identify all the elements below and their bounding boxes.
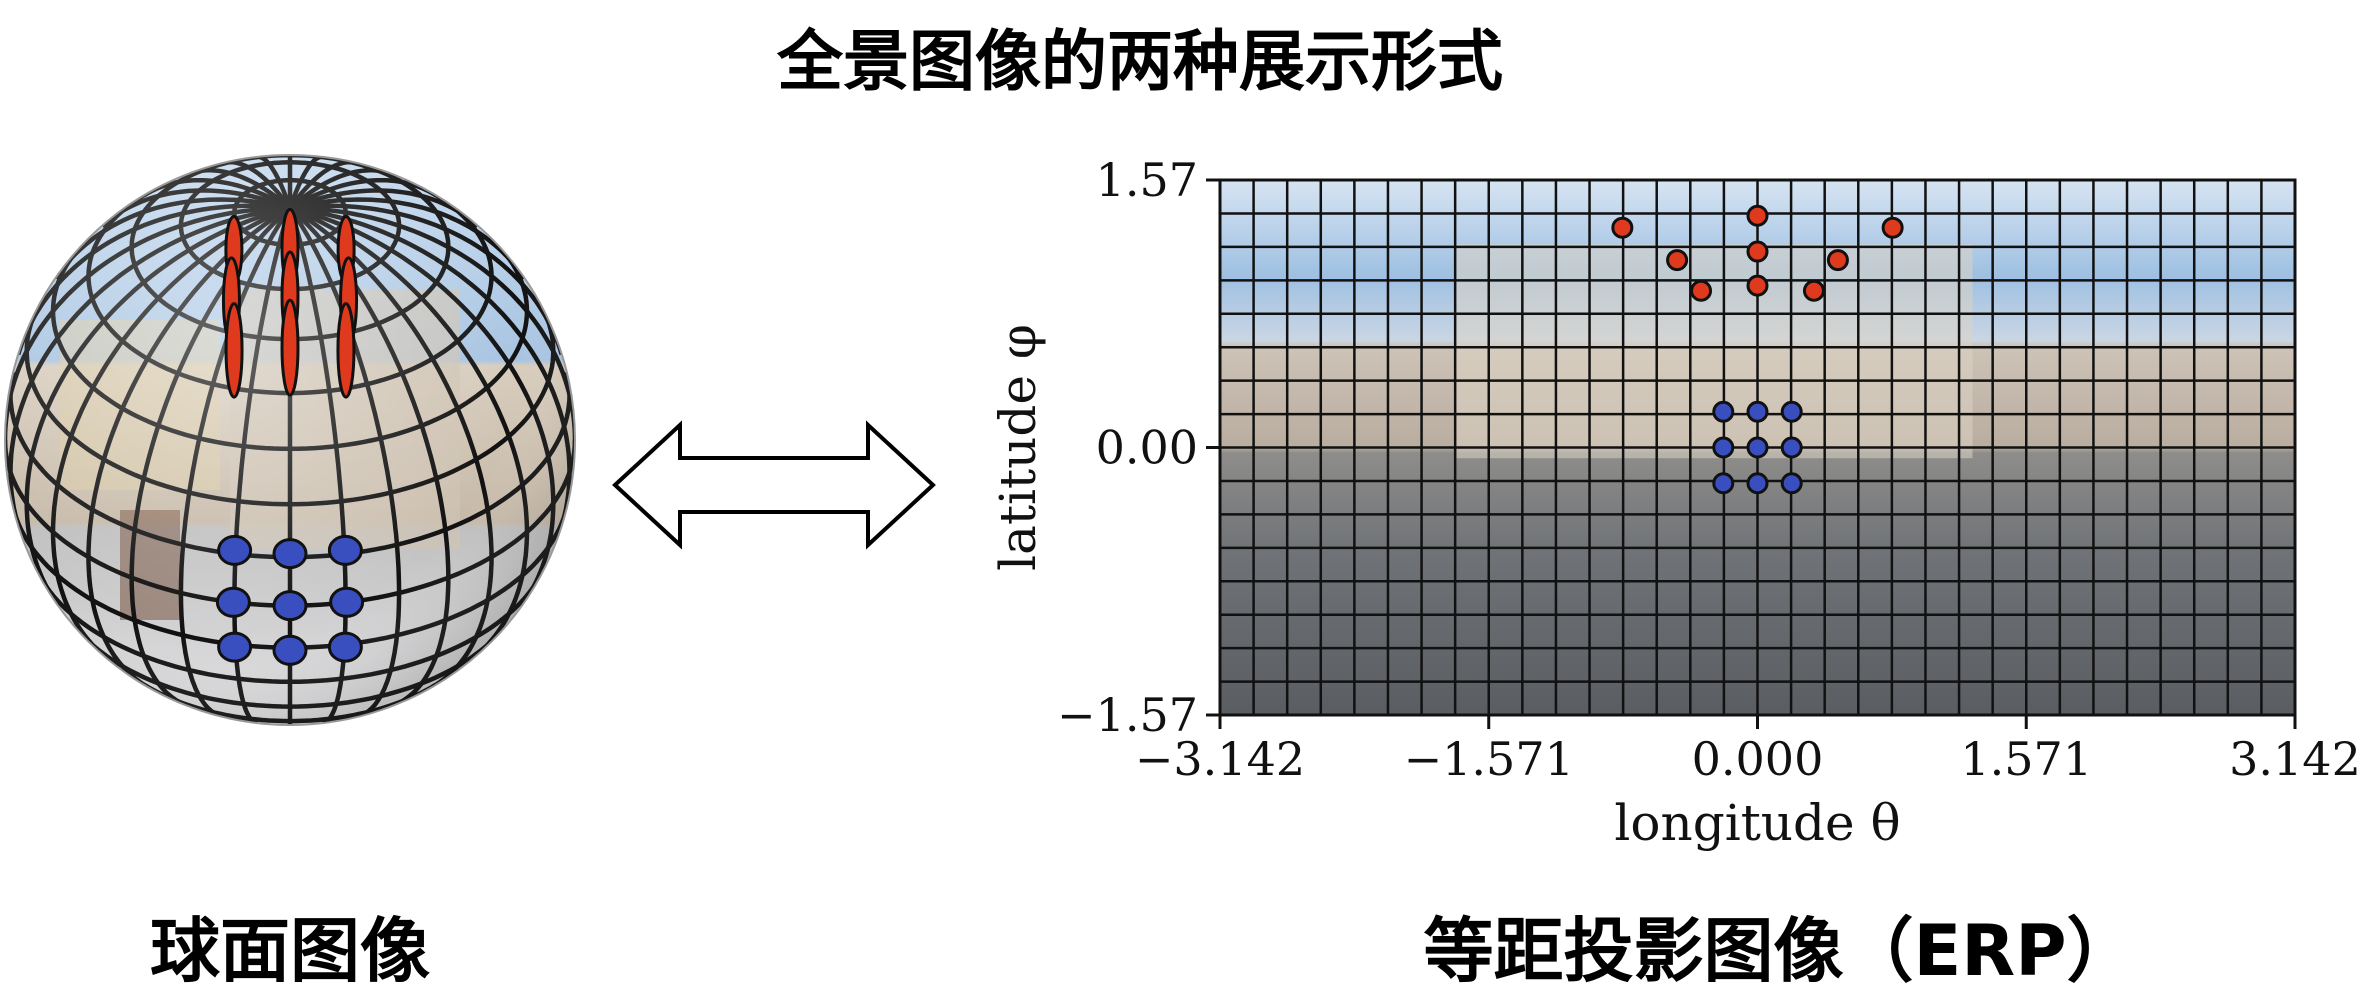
red-point	[1746, 274, 1769, 297]
red-point	[1611, 216, 1634, 239]
page-title: 全景图像的两种展示形式	[777, 23, 1503, 100]
blue-point	[1746, 400, 1769, 423]
blue-point	[1712, 400, 1735, 423]
red-point	[224, 302, 244, 399]
x-tick-label: 0.000	[1692, 732, 1824, 786]
blue-point	[1712, 436, 1735, 459]
red-point	[1802, 279, 1825, 302]
red-point	[1746, 204, 1769, 227]
red-point	[1826, 249, 1849, 272]
blue-point	[1780, 472, 1803, 495]
sphere-caption: 球面图像	[150, 910, 430, 992]
blue-point	[1780, 400, 1803, 423]
blue-point	[272, 590, 308, 622]
y-tick-label: −1.57	[1057, 688, 1198, 742]
red-point	[1746, 240, 1769, 263]
y-axis-label: latitude φ	[989, 324, 1047, 571]
sphere-image	[4, 154, 576, 726]
red-point	[1881, 216, 1904, 239]
blue-point	[1746, 436, 1769, 459]
erp-caption: 等距投影图像（ERP）	[1423, 910, 2137, 992]
blue-point	[272, 538, 308, 570]
y-tick-label: 1.57	[1096, 153, 1198, 207]
red-point	[1666, 249, 1689, 272]
red-point	[1690, 279, 1713, 302]
blue-point	[1746, 472, 1769, 495]
blue-point	[327, 631, 363, 663]
blue-point	[272, 634, 308, 666]
double-arrow-icon	[612, 420, 936, 550]
x-tick-label: 1.571	[1960, 732, 2092, 786]
blue-point	[1780, 436, 1803, 459]
red-point	[336, 302, 356, 399]
y-tick-label: 0.00	[1096, 421, 1198, 475]
x-axis-label: longitude θ	[1614, 794, 1900, 852]
blue-point	[329, 586, 365, 618]
blue-point	[1712, 472, 1735, 495]
x-tick-label: 3.142	[2229, 732, 2360, 786]
erp-chart: −3.142 −1.571 0.000 1.571 3.142 1.57 0.00 −1.57…	[989, 153, 2360, 852]
blue-point	[217, 631, 253, 663]
x-tick-label: −1.571	[1404, 732, 1574, 786]
blue-point	[327, 534, 363, 566]
x-tick-label: −3.142	[1135, 732, 1305, 786]
red-point	[280, 298, 300, 397]
blue-point	[215, 586, 251, 618]
blue-point	[217, 534, 253, 566]
